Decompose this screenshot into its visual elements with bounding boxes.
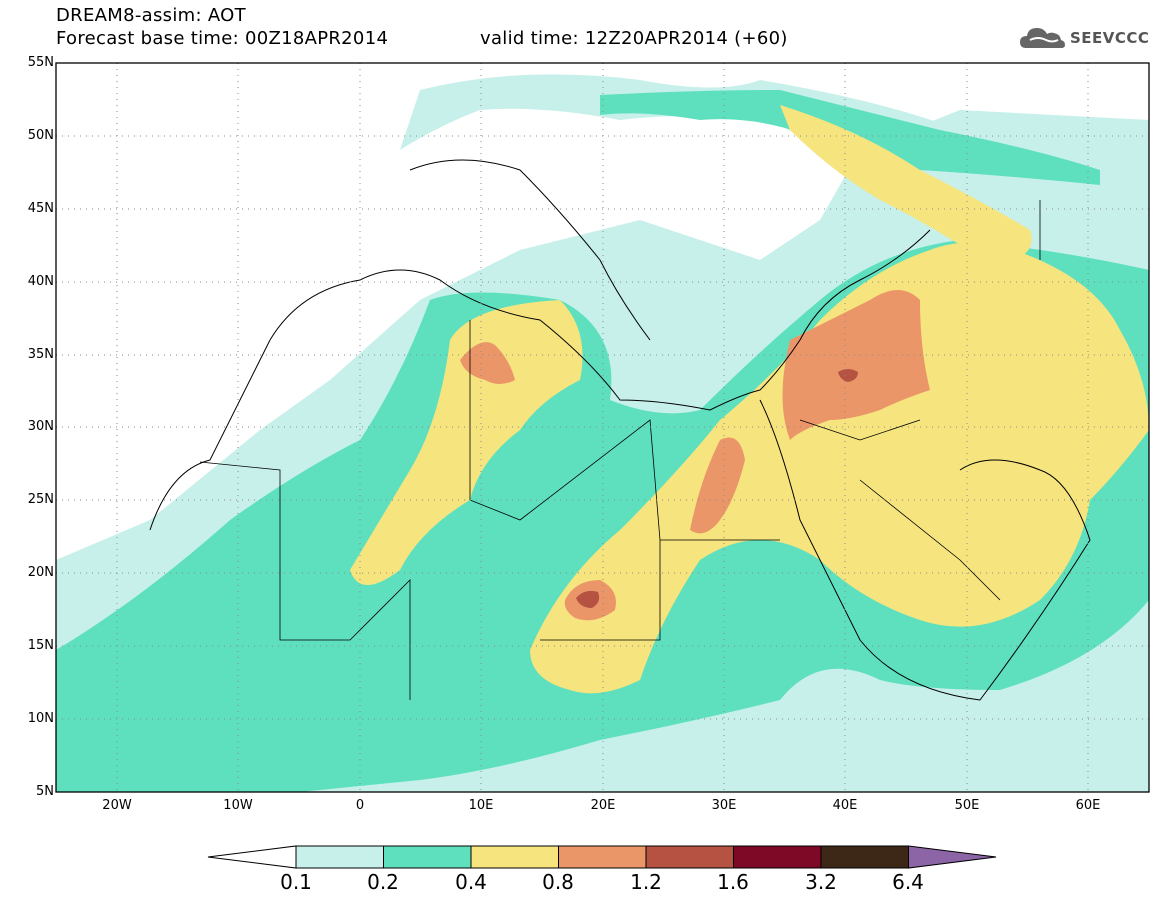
aot-level-0.8-egypt: [690, 437, 745, 534]
lat-label: 30N: [27, 419, 54, 434]
lat-label: 10N: [27, 711, 54, 726]
lon-label: 30E: [711, 798, 737, 813]
colorbar-bin-1.6: [733, 845, 822, 869]
colorbar-label: 0.1: [280, 870, 312, 894]
lat-label: 5N: [36, 784, 54, 799]
aot-level-0.4: [350, 300, 583, 585]
colorbar-bin-0.1: [295, 845, 384, 869]
cloud-logo-icon: [1020, 28, 1065, 48]
lon-label: 40E: [832, 798, 858, 813]
lon-label: 20W: [102, 798, 132, 813]
lat-label: 50N: [27, 128, 54, 143]
seevccc-logo: SEEVCCC: [1018, 24, 1149, 52]
aot-level-0.4-east: [530, 242, 1149, 694]
lat-label: 20N: [27, 565, 54, 580]
plot-frame: [55, 62, 1150, 793]
colorbar-label: 1.2: [630, 870, 662, 894]
country-borders: [199, 200, 1041, 700]
colorbar-bin-0.4: [470, 845, 559, 869]
lon-label: 60E: [1075, 798, 1101, 813]
lat-label: 15N: [27, 638, 54, 653]
lat-label: 55N: [27, 55, 54, 70]
aot-level-0.8-iraq: [782, 290, 930, 440]
colorbar-label: 0.8: [542, 870, 574, 894]
colorbar-label: 6.4: [892, 870, 924, 894]
lon-label: 10E: [468, 798, 494, 813]
map-title: DREAM8-assim: AOT: [56, 5, 246, 26]
colorbar-lower-arrow: [207, 845, 297, 869]
lat-label: 40N: [27, 274, 54, 289]
colorbar: [207, 845, 997, 869]
forecast-base-time: Forecast base time: 00Z18APR2014: [56, 28, 389, 49]
aot-level-1.2: [576, 590, 600, 608]
colorbar-bin-1.2: [645, 845, 734, 869]
lon-label: 50E: [954, 798, 980, 813]
colorbar-label: 0.4: [455, 870, 487, 894]
aot-level-0.8-tunisia: [460, 342, 515, 384]
colorbar-label: 3.2: [805, 870, 837, 894]
coastline: [149, 159, 1091, 701]
lon-label: 10W: [223, 798, 253, 813]
colorbar-label: 0.2: [367, 870, 399, 894]
colorbar-bin-3.2: [820, 845, 909, 869]
lon-label: 20E: [590, 798, 616, 813]
colorbar-upper-arrow: [908, 845, 997, 869]
aot-level-1.2-iraq: [838, 369, 858, 382]
aot-level-0.4-north: [780, 105, 1032, 265]
colorbar-bin-0.8: [558, 845, 647, 869]
colorbar-bin-0.2: [383, 845, 472, 869]
lat-label: 45N: [27, 201, 54, 216]
lat-label: 35N: [27, 347, 54, 362]
valid-time: valid time: 12Z20APR2014 (+60): [480, 28, 788, 49]
graticule: [56, 63, 1149, 792]
lat-label: 25N: [27, 492, 54, 507]
lon-label: 0: [355, 798, 365, 813]
logo-text: SEEVCCC: [1070, 29, 1150, 47]
colorbar-label: 1.6: [717, 870, 749, 894]
